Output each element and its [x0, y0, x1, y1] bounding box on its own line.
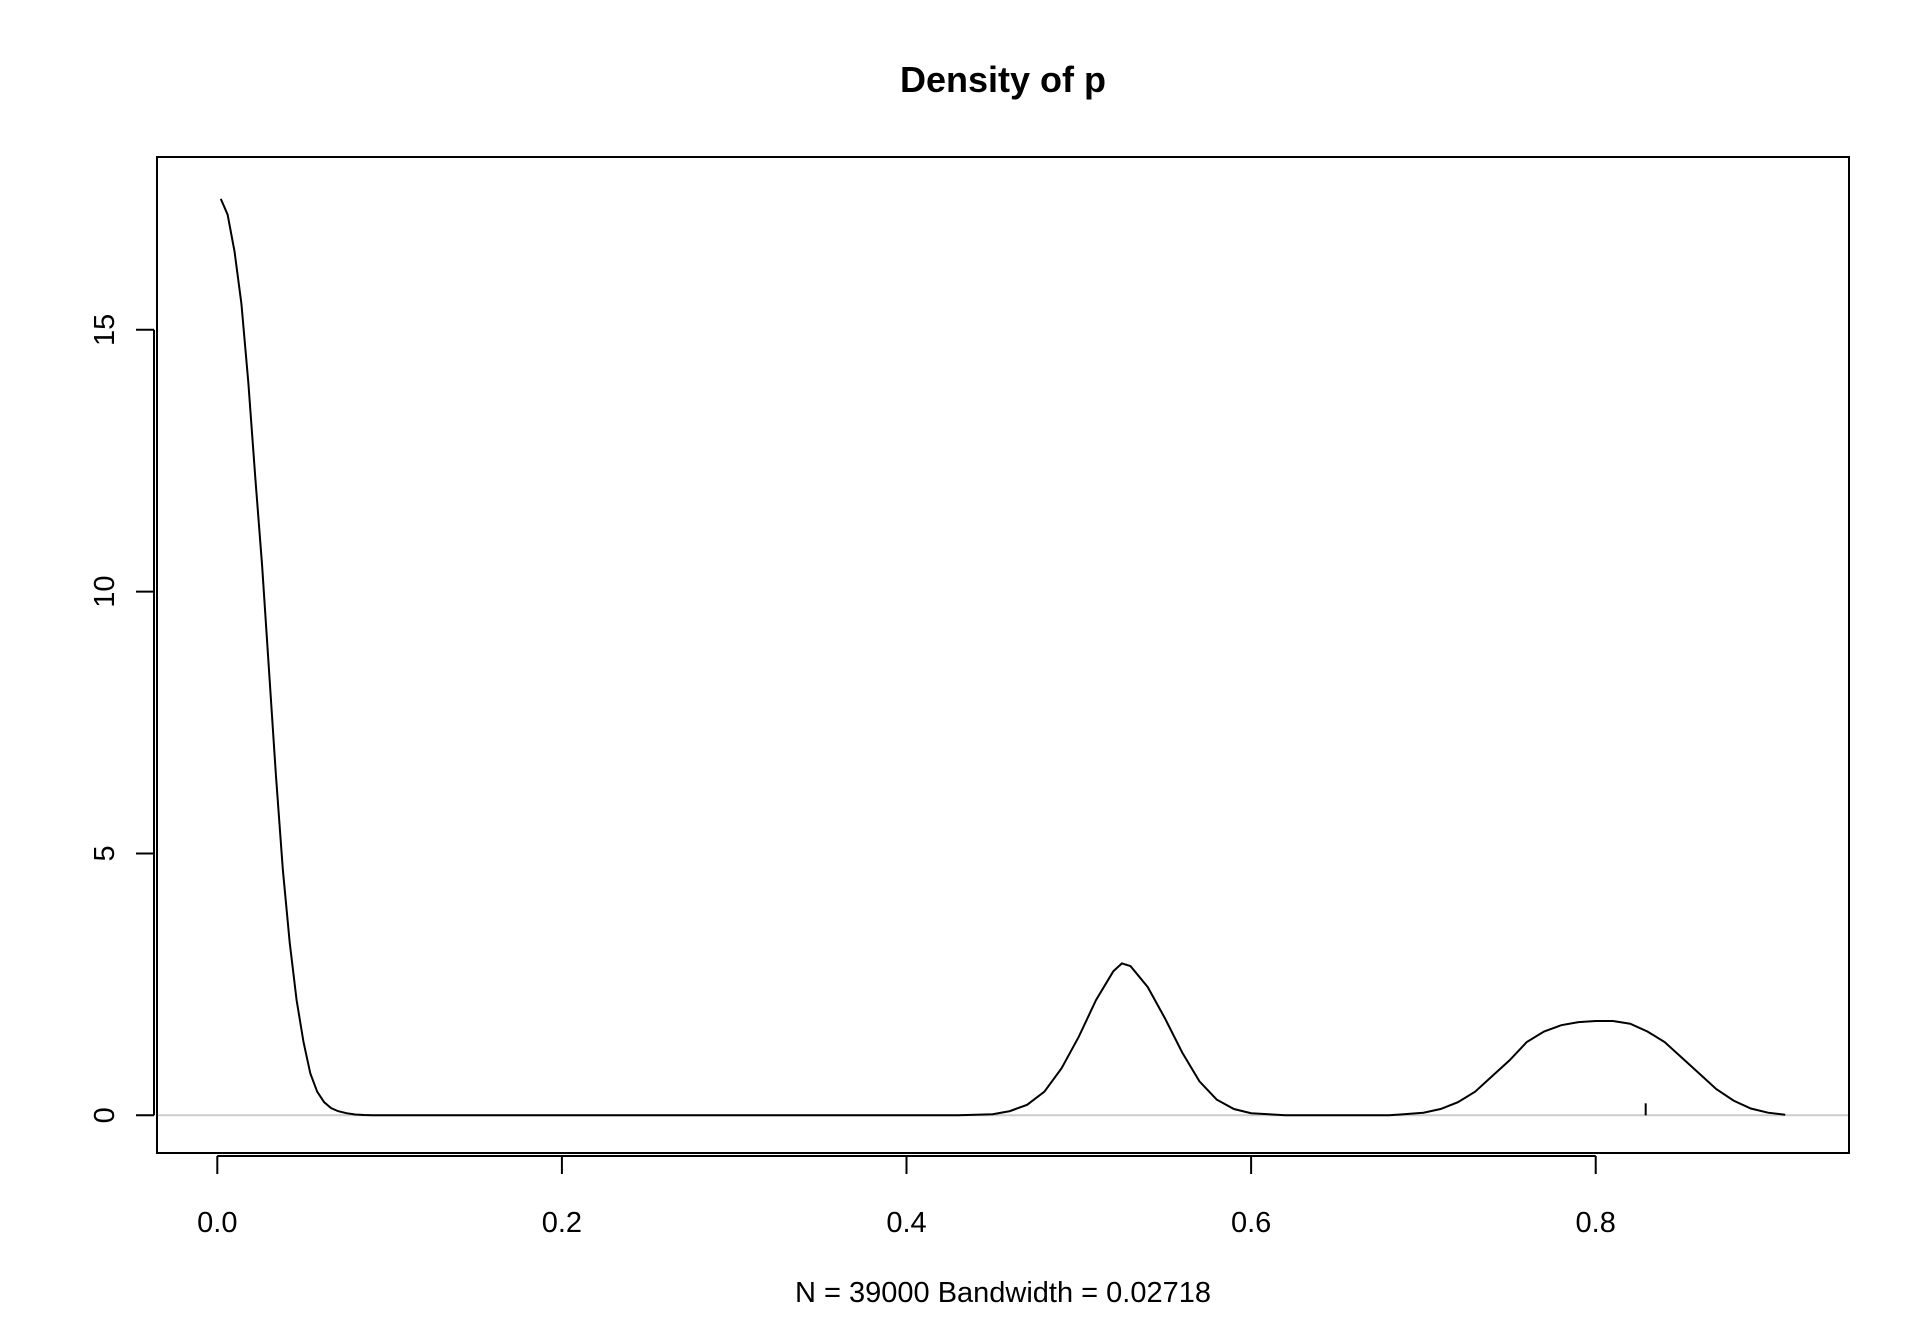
x-tick-label: 0.8: [1576, 1207, 1616, 1239]
x-tick-label: 0.0: [197, 1207, 237, 1239]
y-axis: 0 5 10 15: [89, 314, 155, 1123]
y-tick-label: 0: [89, 1107, 121, 1123]
chart-title: Density of p: [900, 59, 1106, 100]
density-curve: [219, 198, 1786, 1117]
x-axis-label: N = 39000 Bandwidth = 0.02718: [795, 1277, 1211, 1309]
x-tick-label: 0.6: [1231, 1207, 1271, 1239]
x-tick-label: 0.2: [542, 1207, 582, 1239]
y-tick-label: 15: [89, 314, 121, 346]
x-axis: 0.0 0.2 0.4 0.6 0.8: [197, 1155, 1616, 1239]
y-tick-label: 5: [89, 845, 121, 861]
plot-frame: [156, 156, 1850, 1154]
x-tick-label: 0.4: [886, 1207, 926, 1239]
y-tick-label: 10: [89, 576, 121, 608]
